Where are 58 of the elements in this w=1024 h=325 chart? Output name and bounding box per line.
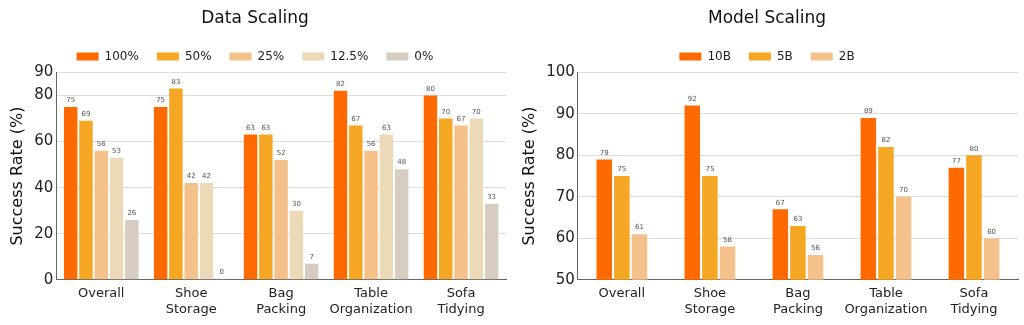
- x-tick-label: Table Organization: [329, 284, 413, 316]
- bar: [364, 150, 378, 280]
- x-tick-label: Table Organization: [844, 284, 928, 316]
- y-axis-title: Success Rate (%): [6, 106, 26, 246]
- legend-label: 0%: [414, 48, 434, 63]
- y-tick-label: 60: [34, 131, 54, 150]
- bar: [109, 157, 124, 280]
- legend-label: 2B: [838, 48, 855, 63]
- chart-title: Data Scaling: [201, 6, 309, 27]
- y-tick-label: 80: [34, 85, 54, 104]
- bar: [79, 120, 93, 280]
- x-tick-label: Bag Packing: [772, 284, 823, 316]
- x-tick-label: Overall: [78, 284, 125, 300]
- legend-label: 100%: [104, 48, 139, 63]
- bar: [184, 183, 198, 280]
- x-tick-label: Shoe Storage: [165, 284, 217, 316]
- bar: [153, 106, 168, 280]
- x-tick-label: Overall: [598, 284, 646, 300]
- bar: [289, 210, 304, 280]
- legend-label: 50%: [184, 48, 212, 63]
- bar: [243, 134, 258, 280]
- bar: [169, 88, 183, 280]
- x-tick-label: Sofa Tidying: [949, 284, 998, 316]
- legend-label: 12.5%: [330, 48, 369, 63]
- x-tick-label: Shoe Storage: [684, 284, 736, 316]
- legend-label: 10B: [707, 48, 731, 63]
- bar: [484, 203, 499, 280]
- bar: [305, 263, 319, 280]
- bar: [423, 95, 438, 280]
- chart-title: Model Scaling: [707, 6, 827, 27]
- bar: [274, 159, 288, 280]
- y-tick-label: 90: [34, 62, 54, 81]
- bar: [349, 125, 363, 280]
- bar: [63, 106, 78, 280]
- y-tick-label: 40: [34, 177, 54, 196]
- bar: [379, 134, 394, 280]
- y-tick-label: 100: [546, 62, 575, 81]
- y-tick-label: 70: [555, 186, 575, 205]
- y-axis-title: Success Rate (%): [518, 106, 538, 246]
- bar: [469, 118, 484, 280]
- bar: [125, 219, 139, 280]
- bar: [439, 118, 453, 280]
- bar: [333, 90, 348, 280]
- y-tick-label: 60: [555, 228, 575, 247]
- bar: [259, 134, 273, 280]
- legend-label: 5B: [776, 48, 793, 63]
- y-tick-label: 20: [34, 223, 54, 242]
- bar: [199, 183, 214, 280]
- x-tick-label: Sofa Tidying: [436, 284, 485, 316]
- y-tick-label: 0: [43, 269, 54, 288]
- x-tick-label: Bag Packing: [256, 284, 307, 316]
- bar: [94, 150, 108, 280]
- y-tick-label: 50: [555, 269, 575, 288]
- legend-label: 25%: [257, 48, 285, 63]
- y-tick-label: 90: [555, 103, 575, 122]
- y-tick-label: 80: [555, 145, 575, 164]
- bar: [454, 125, 468, 280]
- bar: [394, 169, 409, 280]
